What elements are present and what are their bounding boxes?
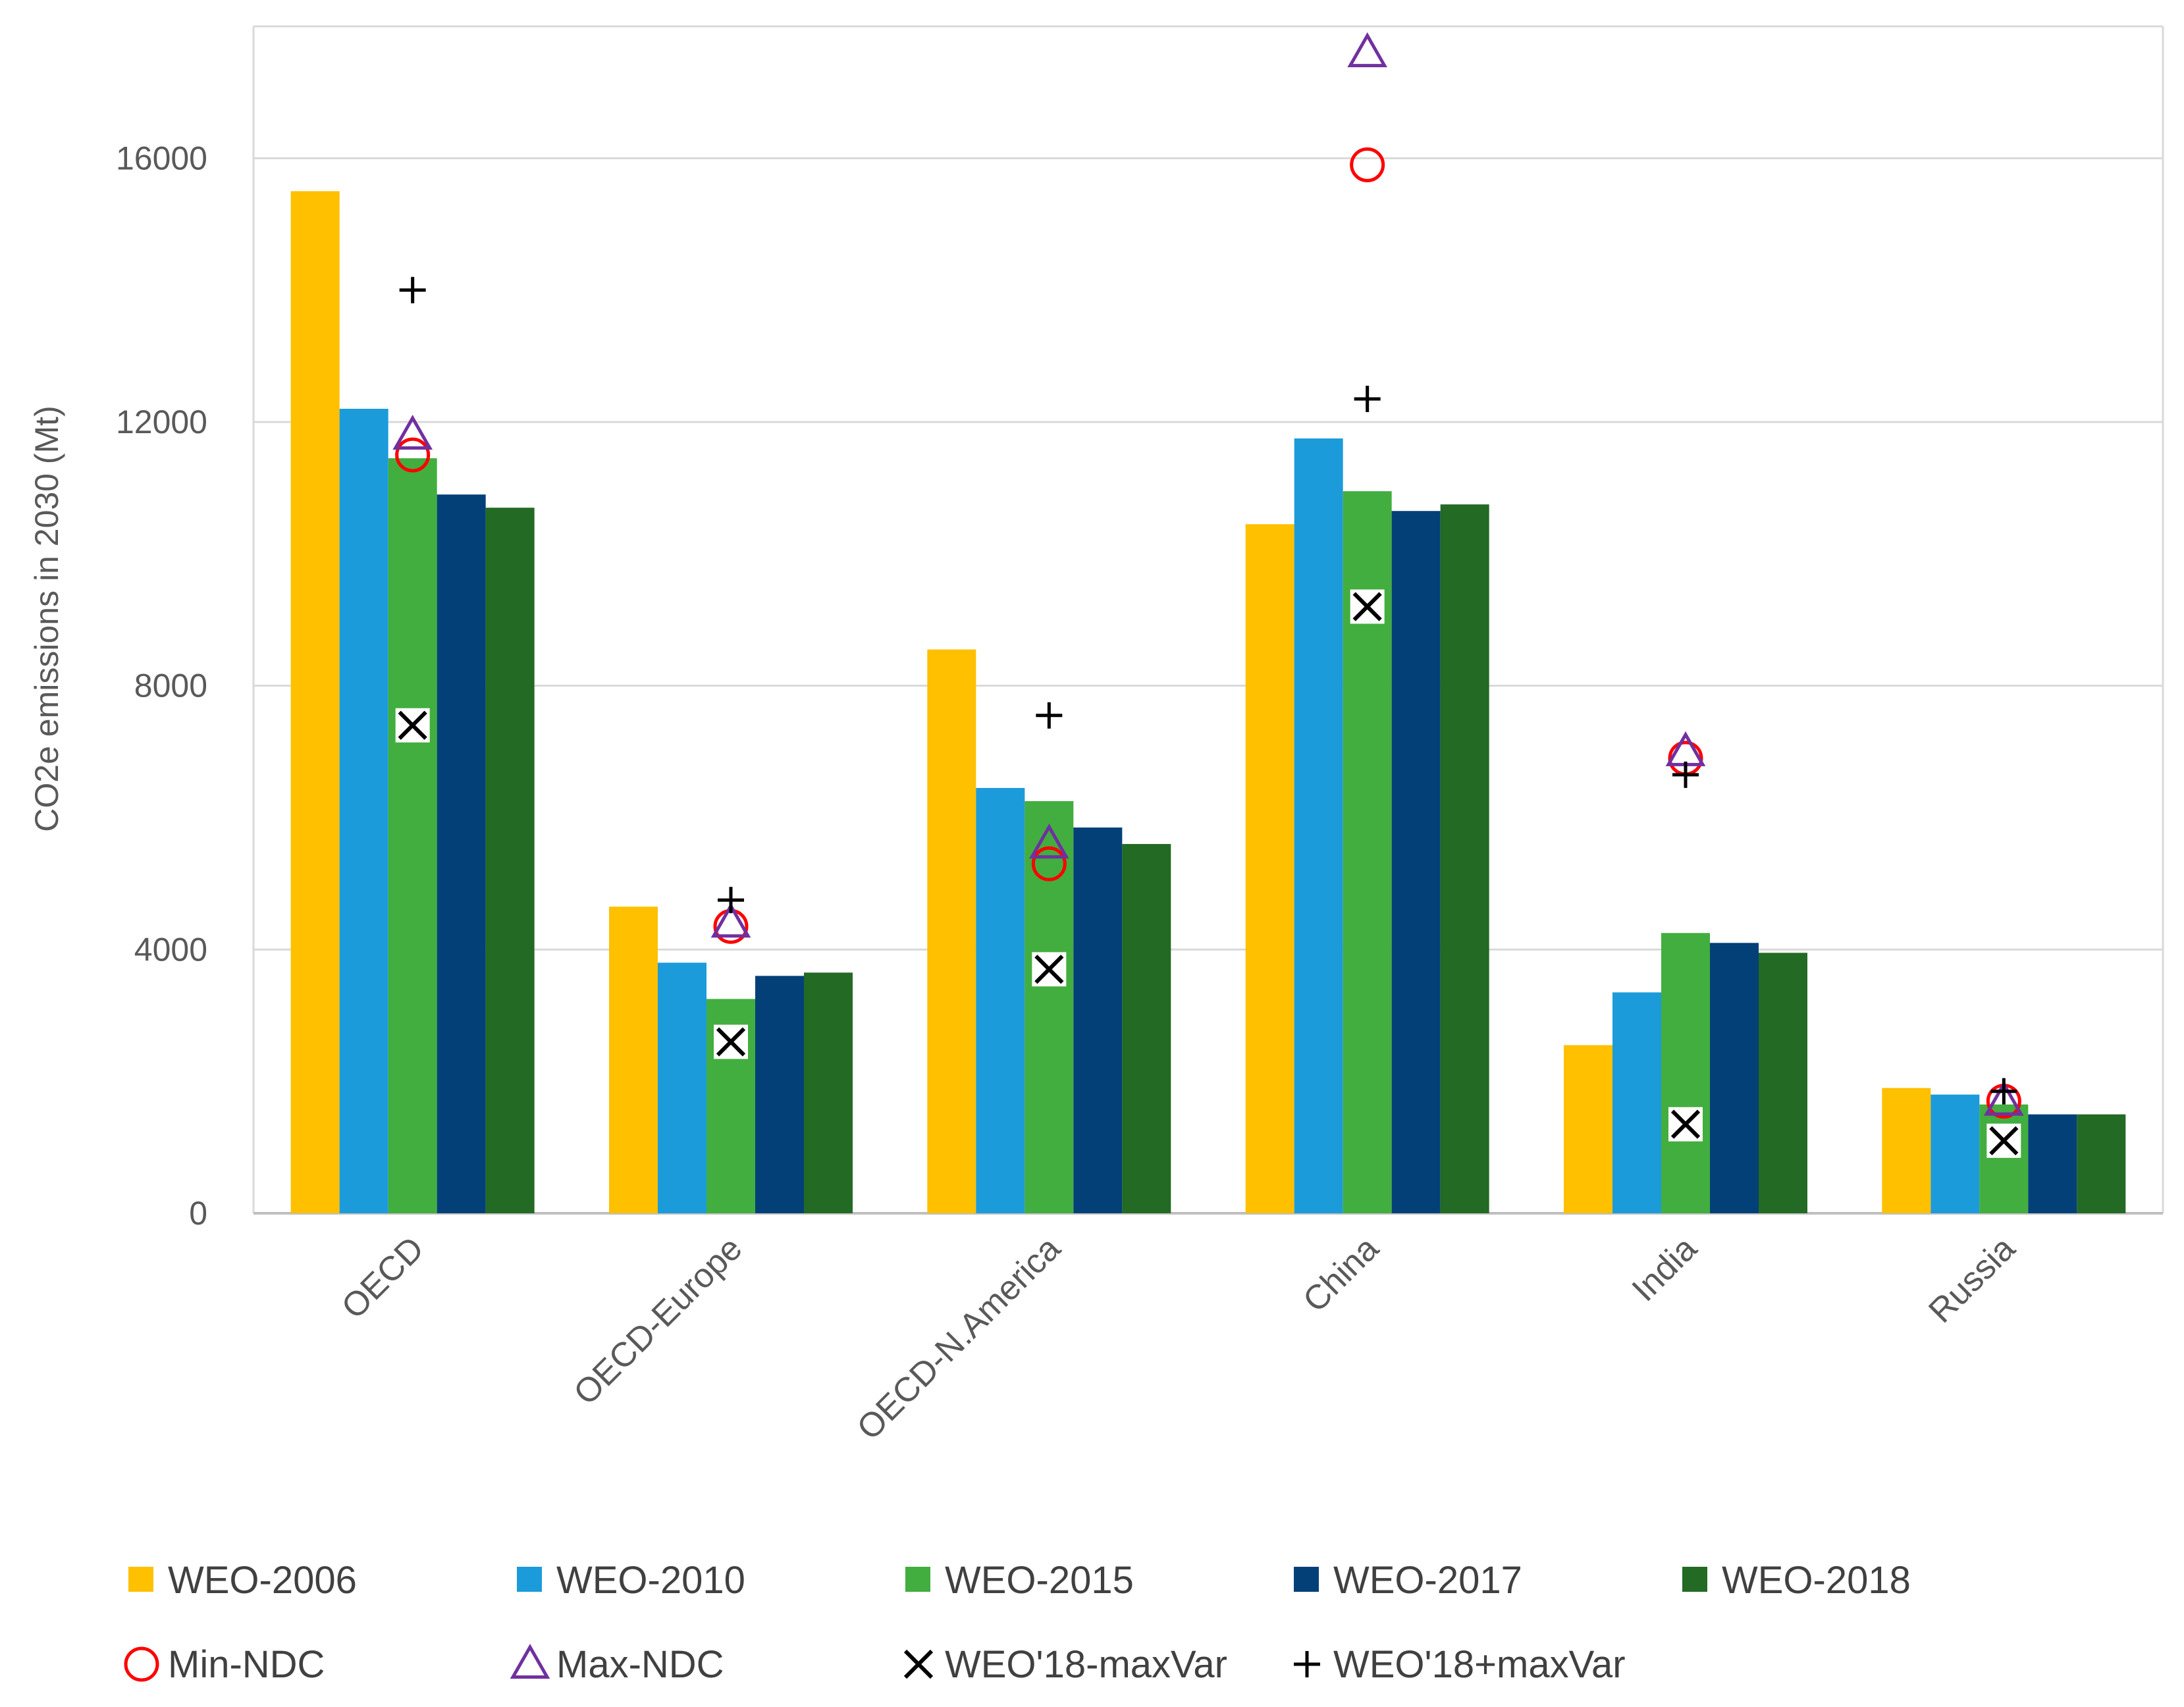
- x-marker-stroke: [1989, 1126, 2019, 1155]
- x-marker-stroke: [716, 1027, 746, 1057]
- legend-label: WEO'18-maxVar: [945, 1643, 1227, 1686]
- marker-weo-18-maxvar: [714, 1024, 748, 1059]
- x-axis-categories: OECD OECD-Europe OECD-N.America China India R…: [334, 1229, 2023, 1447]
- legend-label: WEO-2010: [556, 1559, 745, 1602]
- legend-label: Min-NDC: [168, 1643, 325, 1686]
- marker-weo-18-maxvar: [718, 887, 744, 914]
- legend-swatch-weo-2015: [905, 1567, 930, 1592]
- legend-label: Max-NDC: [556, 1643, 724, 1686]
- x-marker-stroke: [398, 710, 427, 740]
- legend-swatch-weo-2010: [517, 1567, 542, 1592]
- bar-weo-2010: [658, 962, 706, 1213]
- bar-weo-2010: [1931, 1094, 1980, 1213]
- y-tick-label: 8000: [134, 668, 207, 704]
- marker-weo-18-maxvar: [1354, 385, 1381, 412]
- bar-weo-2006: [1564, 1045, 1612, 1213]
- marker-max-ndc: [1029, 824, 1069, 859]
- marker-min-ndc: [1031, 846, 1067, 881]
- bar-weo-2006: [609, 906, 658, 1213]
- x-category-label: Russia: [1921, 1229, 2022, 1330]
- bar-weo-2017: [1073, 827, 1123, 1213]
- bar-weo-2006: [290, 191, 340, 1214]
- marker-weo-18-maxvar: [1990, 1078, 2017, 1105]
- bar-weo-2018: [485, 508, 535, 1213]
- bar-weo-2010: [976, 787, 1025, 1213]
- legend-label: WEO-2006: [168, 1559, 357, 1602]
- bar-weo-2018: [1440, 504, 1489, 1214]
- bar-weo-2018: [1122, 844, 1171, 1213]
- marker-max-ndc: [1984, 1080, 2024, 1116]
- y-tick-label: 16000: [116, 140, 207, 176]
- x-category-label: India: [1625, 1229, 1705, 1309]
- marker-weo-18-maxvar: [1668, 1107, 1703, 1142]
- y-tick-label: 0: [189, 1195, 207, 1232]
- bar-weo-2015: [388, 458, 437, 1213]
- marker-max-ndc: [1347, 32, 1387, 68]
- marker-weo-18-maxvar: [395, 708, 430, 743]
- legend-symbol-max-ndc: [510, 1643, 550, 1679]
- bar-weo-2006: [1882, 1088, 1931, 1213]
- bar-weo-2018: [804, 972, 853, 1213]
- bar-weo-2018: [2077, 1114, 2126, 1213]
- marker-weo-18-maxvar: [399, 276, 426, 303]
- marker-weo-18-maxvar: [1036, 702, 1063, 729]
- bar-weo-2006: [1245, 524, 1294, 1214]
- bar-weo-2010: [339, 408, 388, 1213]
- y-tick-label: 12000: [116, 404, 207, 440]
- legend-label: WEO-2017: [1333, 1559, 1522, 1602]
- y-axis-label: CO2e emissions in 2030 (Mt): [28, 406, 65, 831]
- legend-label: WEO-2015: [945, 1559, 1134, 1602]
- legend-swatch-weo-2006: [128, 1567, 153, 1592]
- bars: [290, 191, 2126, 1214]
- x-category-label: OECD-N.America: [850, 1229, 1068, 1447]
- x-category-label: OECD: [334, 1229, 431, 1326]
- bar-weo-2017: [755, 976, 804, 1213]
- marker-weo-18-maxvar: [1032, 952, 1067, 987]
- bar-weo-2017: [2028, 1114, 2077, 1213]
- legend-symbol-weo-18-maxvar: [901, 1647, 936, 1681]
- marker-weo-18-maxvar: [1672, 761, 1699, 788]
- bar-weo-2010: [1294, 438, 1343, 1213]
- marker-weo-18-maxvar: [1350, 589, 1385, 624]
- x-marker-stroke: [1034, 955, 1064, 984]
- x-marker-stroke: [903, 1649, 934, 1679]
- legend-symbol-min-ndc: [124, 1646, 159, 1682]
- y-axis-ticks: 0 4000 8000 12000 16000: [116, 140, 207, 1232]
- bar-weo-2017: [1391, 511, 1441, 1213]
- x-category-label: China: [1296, 1229, 1386, 1319]
- legend-label: WEO'18+maxVar: [1333, 1643, 1626, 1686]
- marker-min-ndc: [395, 437, 431, 473]
- bar-weo-2017: [1710, 943, 1759, 1213]
- legend-swatch-weo-2017: [1294, 1567, 1319, 1592]
- legend: WEO-2006 WEO-2010 WEO-2015 WEO-2017 WEO-2018…: [124, 1559, 1911, 1686]
- marker-max-ndc: [392, 414, 433, 450]
- x-marker-stroke: [1352, 592, 1382, 621]
- x-marker-stroke: [1670, 1109, 1701, 1139]
- bar-weo-2015: [1661, 933, 1710, 1213]
- legend-swatch-weo-2018: [1682, 1567, 1707, 1592]
- bar-weo-2010: [1612, 992, 1661, 1213]
- x-category-label: OECD-Europe: [566, 1229, 749, 1412]
- bar-weo-2018: [1759, 953, 1807, 1213]
- y-tick-label: 4000: [134, 931, 207, 968]
- bar-weo-2017: [437, 494, 486, 1213]
- marker-weo-18-maxvar: [1986, 1123, 2021, 1158]
- marker-min-ndc: [1350, 147, 1385, 182]
- marker-max-ndc: [710, 903, 751, 938]
- legend-label: WEO-2018: [1722, 1559, 1911, 1602]
- gridlines: [252, 25, 2164, 1215]
- legend-symbol-weo-18-maxvar: [1294, 1651, 1320, 1677]
- bar-weo-2006: [927, 649, 976, 1213]
- markers: [392, 32, 2024, 1158]
- bar-weo-2015: [1979, 1104, 2029, 1213]
